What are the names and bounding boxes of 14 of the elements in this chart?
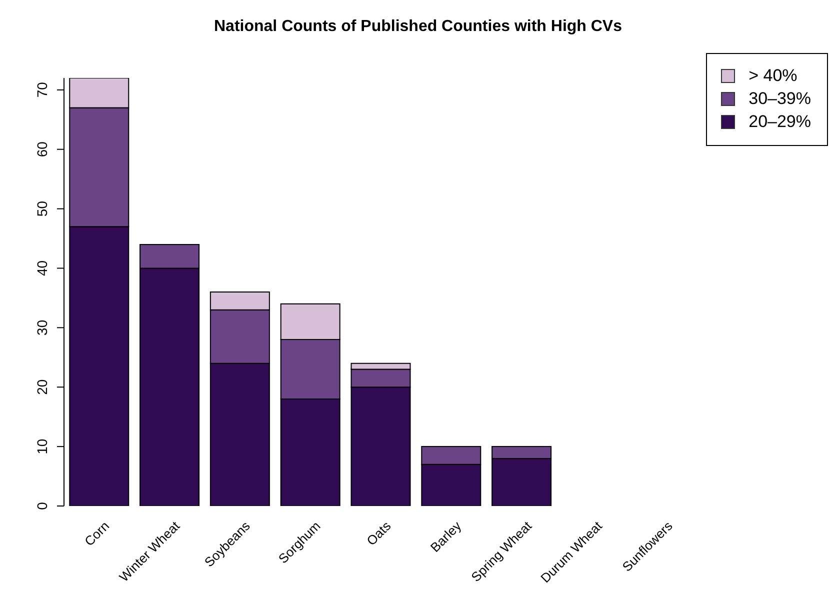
y-tick-label: 30 (34, 320, 50, 336)
x-tick-label: Corn (82, 518, 112, 549)
y-tick-label: 20 (34, 379, 50, 395)
y-tick-label: 70 (34, 82, 50, 98)
legend-label: 20–29% (748, 112, 811, 132)
y-tick-label: 40 (34, 260, 50, 276)
legend-label: 30–39% (748, 89, 811, 109)
y-tick-label: 60 (34, 141, 50, 158)
legend-label: > 40% (748, 66, 798, 86)
x-tick-label: Oats (364, 518, 394, 548)
chart-title: National Counts of Published Counties with High CVs (213, 18, 623, 36)
y-tick-label: 10 (34, 438, 50, 454)
y-tick-label: 0 (34, 502, 50, 510)
y-tick-label: 50 (34, 200, 50, 217)
